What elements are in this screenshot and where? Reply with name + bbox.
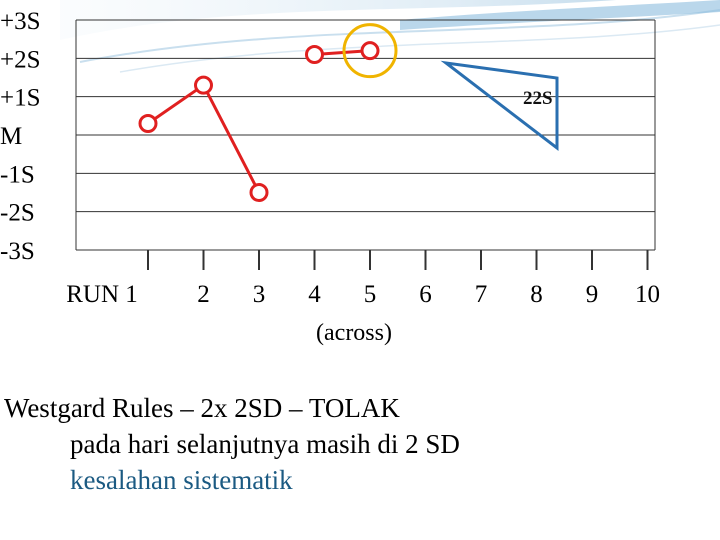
x-tick-label: 10 — [635, 281, 660, 308]
x-tick-label: 2 — [197, 281, 210, 308]
highlight-ring — [342, 23, 398, 79]
rule-annotation: 22S — [440, 60, 559, 152]
x-tick-label: 6 — [419, 281, 432, 308]
y-tick-label: +3S — [0, 8, 41, 35]
y-axis-ticks: +3S +2S +1S M -1S -2S -3S — [0, 8, 41, 265]
data-point-run-4 — [305, 45, 324, 64]
y-tick-label: -2S — [0, 200, 35, 227]
data-point-run-3 — [249, 183, 269, 202]
x-tick-label: 5 — [364, 281, 377, 308]
x-axis: RUN 1 2 3 4 5 6 7 8 9 10 — [66, 250, 660, 308]
x-tick-label: 7 — [475, 281, 488, 308]
y-tick-label: -3S — [0, 238, 35, 265]
x-tick-label: 4 — [308, 281, 321, 308]
x-tick-label: 9 — [586, 281, 599, 308]
rule-label: 22S — [523, 88, 553, 109]
data-point-run-5 — [360, 41, 380, 61]
caption: Westgard Rules – 2x 2SD – TOLAK pada har… — [4, 390, 460, 498]
caption-error-type-line: kesalahan sistematik — [70, 465, 293, 495]
data-series — [138, 23, 398, 202]
y-tick-label: +2S — [0, 46, 41, 73]
y-tick-label: M — [0, 123, 22, 150]
caption-rule-line: Westgard Rules – 2x 2SD – TOLAK — [4, 393, 400, 423]
series-line-1 — [147, 82, 261, 194]
x-tick-label: RUN 1 — [66, 281, 138, 308]
x-axis-unit-label: (across) — [316, 320, 392, 346]
x-tick-label: 3 — [253, 281, 266, 308]
y-tick-label: -1S — [0, 161, 35, 188]
caption-interpretation-line: pada hari selanjutnya masih di 2 SD — [70, 429, 460, 459]
y-tick-label: +1S — [0, 85, 41, 112]
rule-triangle-marker — [440, 60, 559, 152]
x-tick-label: 8 — [530, 281, 543, 308]
data-point-run-1 — [138, 114, 158, 133]
data-point-run-2 — [194, 75, 213, 95]
